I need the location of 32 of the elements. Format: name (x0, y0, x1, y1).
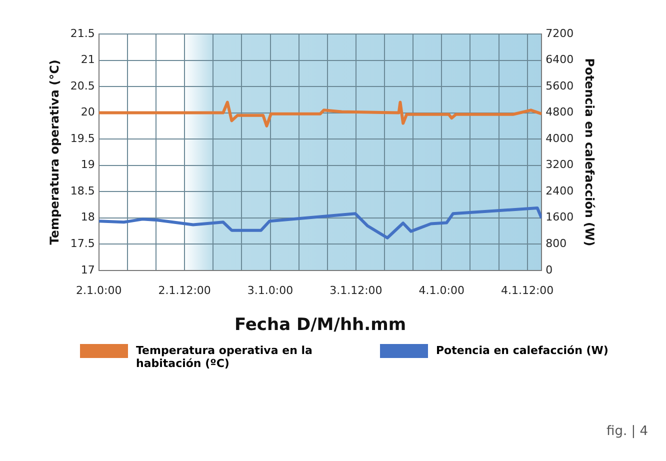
y-tick-label: 21.5 (70, 26, 95, 40)
x-axis-title: Fecha D/M/hh.mm (234, 315, 406, 336)
x-tick-label: 3.1.0:00 (247, 284, 294, 297)
y2-axis-title: Potencia en calefacción (W) (582, 58, 597, 246)
y2-tick-label: 800 (546, 236, 567, 250)
y2-tick-label: 0 (546, 263, 553, 276)
x-tick-label: 3.1.12:00 (330, 284, 382, 297)
y2-tick-label: 3200 (546, 158, 574, 172)
x-tick-label: 2.1.0:00 (76, 284, 122, 297)
y-tick-label: 20 (80, 106, 95, 119)
y2-tick-label: 4800 (546, 106, 574, 119)
y2-tick-label: 2400 (546, 184, 574, 198)
y2-tick-label: 5600 (546, 79, 574, 92)
y-tick-label: 19.5 (70, 132, 95, 145)
y2-tick-label: 7200 (546, 26, 574, 40)
text: fig. | 4 (606, 424, 648, 439)
y2-tick-label: 4000 (546, 132, 574, 145)
y-tick-label: 21 (80, 53, 95, 66)
x-tick-label: 4.1.12:00 (500, 284, 554, 297)
y-tick-label: 17 (80, 263, 95, 276)
x-tick-label: 2.1.12:00 (158, 284, 211, 297)
legend-label: Potencia en calefacción (W) (436, 344, 608, 357)
y-axis-title: Temperatura operativa (°C) (47, 60, 62, 245)
x-tick-label: 4.1.0:00 (418, 284, 464, 297)
y-tick-label: 18 (80, 210, 95, 224)
y2-tick-label: 6400 (546, 53, 574, 66)
legend-label: Temperatura operativa en la habitación (ºC) (136, 344, 314, 370)
y-tick-label: 17.5 (70, 236, 95, 250)
y-tick-label: 18.5 (70, 184, 95, 198)
y-tick-label: 19 (80, 158, 95, 172)
y-tick-label: 20.5 (70, 79, 95, 92)
y2-tick-label: 1600 (546, 210, 574, 224)
